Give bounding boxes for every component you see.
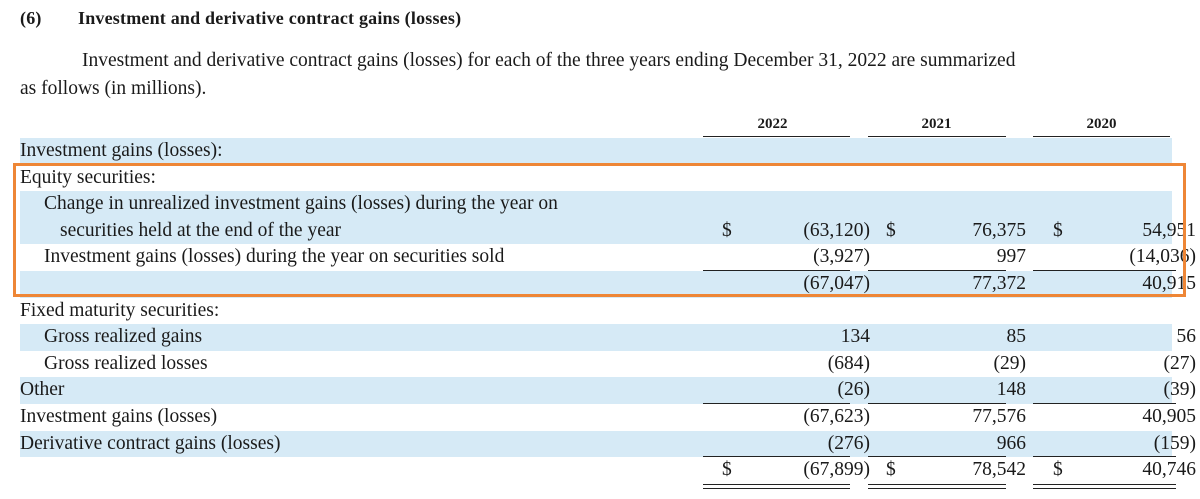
intro-line-1: Investment and derivative contract gains…: [82, 50, 1016, 71]
value-2021: 78,542: [972, 459, 1026, 481]
currency-symbol: $: [722, 459, 732, 481]
note-title: Investment and derivative contract gains…: [78, 8, 462, 28]
value-2020: (27): [1163, 352, 1197, 374]
year-header-2021: 2021: [921, 116, 952, 132]
table-row: Derivative contract gains (losses) (276)…: [20, 430, 1196, 458]
row-label: Gross realized gains: [44, 326, 203, 348]
table-row: Gross realized gains 134 85 56: [20, 324, 1196, 351]
year-header-rule: [703, 136, 850, 137]
year-header-rule: [868, 136, 1006, 137]
subtotal-rule: [703, 270, 850, 271]
row-label: Investment gains (losses) during the yea…: [44, 246, 505, 268]
table-row: Investment gains (losses):: [20, 138, 1172, 165]
value-2020: 40,915: [1142, 273, 1196, 294]
row-label: securities held at the end of the year: [60, 219, 342, 241]
value-2021: (29): [993, 352, 1027, 374]
value-2021: 76,375: [972, 219, 1026, 241]
value-2021: 997: [996, 246, 1026, 268]
table-row: securities held at the end of the year $…: [20, 217, 1196, 245]
year-header-2022: 2022: [757, 116, 788, 132]
total-double-rule: [703, 484, 850, 489]
value-2021: 85: [1006, 326, 1027, 348]
value-2022: (67,047): [803, 273, 870, 294]
total-double-rule: [868, 484, 1006, 489]
value-2022: (67,899): [803, 459, 870, 481]
row-label: Gross realized losses: [44, 352, 208, 374]
table-row: (67,047) 77,372 40,915: [20, 271, 1196, 298]
value-2020: 54,951: [1142, 219, 1196, 241]
subtotal-rule: [1033, 456, 1176, 457]
currency-symbol: $: [886, 459, 896, 481]
year-header-2020: 2020: [1086, 116, 1117, 132]
subtotal-rule: [868, 456, 1006, 457]
value-2022: (67,623): [803, 406, 870, 427]
intro-paragraph: Investment and derivative contract gains…: [20, 47, 1185, 103]
value-2020: (39): [1163, 379, 1197, 401]
row-label: Fixed maturity securities:: [20, 299, 220, 321]
table-row: Investment gains (losses) during the yea…: [20, 244, 1196, 271]
value-2022: 134: [840, 326, 870, 348]
value-2020: (159): [1153, 432, 1196, 454]
table-row: Change in unrealized investment gains (l…: [20, 191, 1172, 218]
value-2020: 56: [1176, 326, 1197, 348]
year-header-rule: [1033, 136, 1170, 137]
subtotal-rule: [1033, 403, 1176, 404]
subtotal-rule: [703, 403, 850, 404]
currency-symbol: $: [1053, 219, 1063, 241]
value-2022: (26): [837, 379, 871, 401]
currency-symbol: $: [1053, 459, 1063, 481]
equity-securities-highlight-box: [13, 163, 1186, 297]
value-2020: 40,905: [1142, 406, 1196, 427]
row-label: Equity securities:: [20, 166, 156, 188]
currency-symbol: $: [886, 219, 896, 241]
value-2022: (3,927): [813, 246, 870, 268]
note-heading: (6) Investment and derivative contract ga…: [20, 8, 461, 29]
note-number: (6): [20, 8, 42, 28]
value-2021: 77,576: [972, 406, 1026, 427]
total-double-rule: [1033, 484, 1176, 489]
value-2021: 77,372: [972, 273, 1026, 294]
table-row: Fixed maturity securities:: [20, 298, 1172, 325]
value-2021: 148: [996, 379, 1026, 401]
value-2022: (684): [827, 352, 870, 374]
intro-line-2: as follows (in millions).: [20, 78, 207, 99]
value-2020: 40,746: [1142, 459, 1196, 481]
subtotal-rule: [703, 456, 850, 457]
table-row: $ (67,899) $ 78,542 $ 40,746: [20, 457, 1196, 484]
value-2021: 966: [996, 432, 1026, 454]
row-label: Investment gains (losses):: [20, 140, 223, 161]
subtotal-rule: [1033, 270, 1176, 271]
value-2020: (14,036): [1129, 246, 1196, 268]
row-label: Change in unrealized investment gains (l…: [44, 193, 558, 215]
value-2022: (63,120): [803, 219, 870, 241]
table-row: Investment gains (losses) (67,623) 77,57…: [20, 404, 1196, 431]
currency-symbol: $: [722, 219, 732, 241]
subtotal-rule: [868, 270, 1006, 271]
table-row: Other (26) 148 (39): [20, 377, 1196, 404]
value-2022: (276): [827, 432, 870, 454]
row-label: Other: [20, 379, 65, 401]
row-label: Derivative contract gains (losses): [20, 432, 281, 454]
subtotal-rule: [868, 403, 1006, 404]
row-label: Investment gains (losses): [20, 406, 218, 427]
table-row: Equity securities:: [20, 165, 1172, 192]
table-row: Gross realized losses (684) (29) (27): [20, 351, 1196, 378]
